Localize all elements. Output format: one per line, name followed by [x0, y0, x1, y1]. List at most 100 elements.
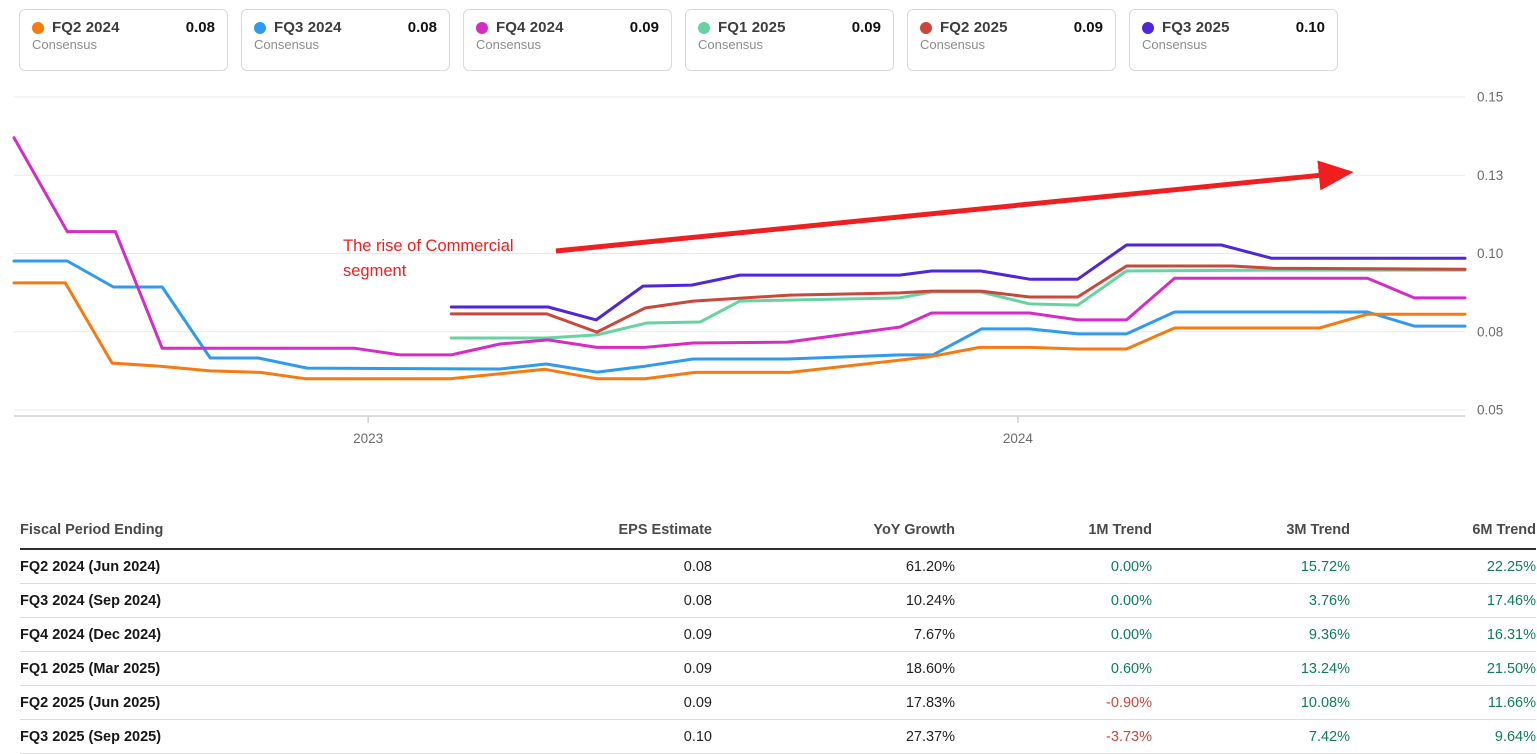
trend-6m-cell: 21.50% [1350, 651, 1536, 686]
estimates-table: Fiscal Period Ending EPS Estimate YoY Grow… [20, 510, 1536, 754]
trend-3m-cell: 13.24% [1152, 651, 1350, 686]
series-line-fq4-2024 [12, 136, 1467, 357]
legend-card-top: FQ3 2024 0.08 [254, 19, 437, 36]
yoy-growth-cell: 61.20% [712, 549, 955, 584]
series-line-fq3-2024 [12, 259, 1467, 374]
x-axis-label: 2024 [1003, 431, 1034, 446]
legend-card-top: FQ3 2025 0.10 [1142, 19, 1325, 36]
y-axis-label: 0.15 [1477, 90, 1503, 105]
trend-6m-cell: 17.46% [1350, 583, 1536, 618]
annotation-text-line: The rise of Commercial [343, 237, 514, 255]
table-row: FQ2 2024 (Jun 2024) 0.08 61.20% 0.00% 15.72%… [20, 549, 1536, 584]
legend-card-label: FQ2 2025 [940, 19, 1008, 36]
yoy-growth-cell: 17.83% [712, 685, 955, 720]
eps-estimate-cell: 0.08 [460, 583, 712, 618]
trend-3m-cell: 10.08% [1152, 685, 1350, 720]
annotation-arrow [555, 160, 1354, 254]
y-axis-label: 0.13 [1477, 168, 1503, 183]
col-header-yoy-growth: YoY Growth [712, 510, 955, 550]
annotation-text-line: segment [343, 262, 407, 280]
series-color-dot [476, 21, 488, 34]
legend-card-sub: Consensus [1142, 37, 1208, 52]
table-row: FQ3 2025 (Sep 2025) 0.10 27.37% -3.73% 7.42%… [20, 719, 1536, 754]
trend-1m-cell: 0.00% [955, 583, 1152, 618]
fiscal-period-cell: FQ2 2024 (Jun 2024) [20, 549, 460, 584]
trend-6m-cell: 22.25% [1350, 549, 1536, 584]
series-line-fq1-2025 [449, 268, 1467, 340]
series-color-dot [254, 21, 266, 34]
col-header-3m-trend: 3M Trend [1152, 510, 1350, 550]
col-header-fiscal-period-ending: Fiscal Period Ending [20, 510, 460, 550]
series-color-dot [1142, 21, 1154, 34]
trend-1m-cell: -0.90% [955, 685, 1152, 720]
table-row: FQ4 2024 (Dec 2024) 0.09 7.67% 0.00% 9.36% 16… [20, 617, 1536, 652]
eps-estimate-cell: 0.08 [460, 549, 712, 584]
col-header-1m-trend: 1M Trend [955, 510, 1152, 550]
legend-card-sub: Consensus [920, 37, 986, 52]
table-row: FQ1 2025 (Mar 2025) 0.09 18.60% 0.60% 13.24%… [20, 651, 1536, 686]
trend-1m-cell: 0.00% [955, 617, 1152, 652]
trend-1m-cell: 0.00% [955, 549, 1152, 584]
legend-card-label: FQ3 2025 [1162, 19, 1230, 36]
y-axis-label: 0.10 [1477, 246, 1503, 261]
y-axis-label: 0.05 [1477, 403, 1503, 418]
legend-card-fq4-2024[interactable]: FQ4 2024 0.09 Consensus [463, 9, 672, 71]
trend-6m-cell: 11.66% [1350, 685, 1536, 720]
legend-card-fq3-2025[interactable]: FQ3 2025 0.10 Consensus [1129, 9, 1338, 71]
chart-svg: 0.05 0.08 0.10 0.13 0.15 2023 2024 The rise of … [12, 90, 1503, 446]
legend-card-sub: Consensus [698, 37, 764, 52]
eps-estimate-cell: 0.09 [460, 617, 712, 652]
x-axis-label: 2023 [353, 431, 383, 446]
series-line-fq3-2025 [449, 243, 1467, 322]
trend-3m-cell: 9.36% [1152, 617, 1350, 652]
trend-1m-cell: 0.60% [955, 651, 1152, 686]
legend-card-top: FQ1 2025 0.09 [698, 19, 881, 36]
legend-card-value: 0.08 [407, 19, 437, 36]
yoy-growth-cell: 10.24% [712, 583, 955, 618]
legend-card-top: FQ2 2025 0.09 [920, 19, 1103, 36]
legend-card-value: 0.09 [1073, 19, 1103, 36]
consensus-trend-chart: 0.05 0.08 0.10 0.13 0.15 2023 2024 The rise of … [0, 85, 1537, 460]
fiscal-period-cell: FQ3 2024 (Sep 2024) [20, 583, 460, 618]
legend-card-value: 0.10 [1295, 19, 1325, 36]
legend-card-label: FQ4 2024 [496, 19, 564, 36]
legend-card-label: FQ2 2024 [52, 19, 120, 36]
trend-3m-cell: 15.72% [1152, 549, 1350, 584]
series-line-fq2-2025 [449, 264, 1467, 334]
legend-card-label: FQ3 2024 [274, 19, 342, 36]
table-header-row: Fiscal Period Ending EPS Estimate YoY Grow… [20, 510, 1536, 550]
legend-card-value: 0.09 [851, 19, 881, 36]
y-axis-label: 0.08 [1477, 324, 1503, 339]
fiscal-period-cell: FQ1 2025 (Mar 2025) [20, 651, 460, 686]
legend-card-sub: Consensus [32, 37, 98, 52]
trend-1m-cell: -3.73% [955, 719, 1152, 754]
legend-card-fq3-2024[interactable]: FQ3 2024 0.08 Consensus [241, 9, 450, 71]
trend-6m-cell: 16.31% [1350, 617, 1536, 652]
estimates-table-wrap: Fiscal Period Ending EPS Estimate YoY Grow… [20, 510, 1536, 754]
legend-card-top: FQ4 2024 0.09 [476, 19, 659, 36]
series-line-fq2-2024 [12, 281, 1467, 381]
eps-estimate-cell: 0.10 [460, 719, 712, 754]
table-row: FQ2 2025 (Jun 2025) 0.09 17.83% -0.90% 10.08… [20, 685, 1536, 720]
trend-3m-cell: 3.76% [1152, 583, 1350, 618]
fiscal-period-cell: FQ4 2024 (Dec 2024) [20, 617, 460, 652]
legend-card-label: FQ1 2025 [718, 19, 786, 36]
legend-card-fq2-2024[interactable]: FQ2 2024 0.08 Consensus [19, 9, 228, 71]
yoy-growth-cell: 18.60% [712, 651, 955, 686]
legend-card-value: 0.08 [185, 19, 215, 36]
legend-card-fq2-2025[interactable]: FQ2 2025 0.09 Consensus [907, 9, 1116, 71]
yoy-growth-cell: 7.67% [712, 617, 955, 652]
legend-card-fq1-2025[interactable]: FQ1 2025 0.09 Consensus [685, 9, 894, 71]
series-color-dot [32, 21, 44, 34]
legend-card-sub: Consensus [254, 37, 320, 52]
series-color-dot [920, 21, 932, 34]
legend-card-top: FQ2 2024 0.08 [32, 19, 215, 36]
table-row: FQ3 2024 (Sep 2024) 0.08 10.24% 0.00% 3.76% 1… [20, 583, 1536, 618]
fiscal-period-cell: FQ2 2025 (Jun 2025) [20, 685, 460, 720]
col-header-6m-trend: 6M Trend [1350, 510, 1536, 550]
series-color-dot [698, 21, 710, 34]
legend-card-sub: Consensus [476, 37, 542, 52]
trend-3m-cell: 7.42% [1152, 719, 1350, 754]
fiscal-period-cell: FQ3 2025 (Sep 2025) [20, 719, 460, 754]
